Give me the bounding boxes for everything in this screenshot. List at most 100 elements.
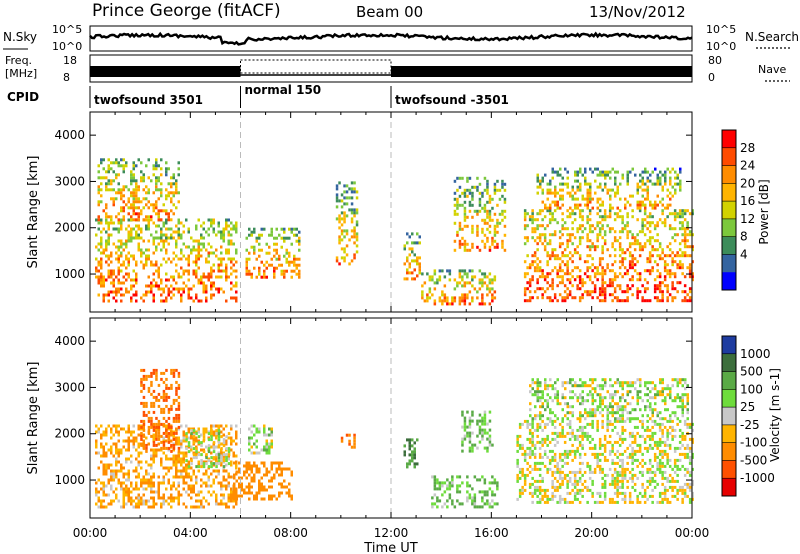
data-cell bbox=[195, 272, 198, 276]
data-cell bbox=[172, 236, 175, 240]
data-cell bbox=[601, 275, 604, 279]
data-cell bbox=[265, 442, 268, 446]
data-cell bbox=[648, 443, 652, 447]
data-cell bbox=[152, 440, 156, 444]
data-cell bbox=[142, 481, 145, 485]
data-cell bbox=[623, 449, 627, 453]
data-cell bbox=[661, 422, 664, 426]
y-tick-label: 2000 bbox=[54, 221, 85, 235]
data-cell bbox=[117, 245, 120, 249]
data-cell bbox=[571, 500, 574, 504]
data-cell bbox=[195, 493, 198, 497]
data-cell bbox=[202, 465, 206, 469]
data-cell bbox=[187, 287, 190, 291]
data-cell bbox=[285, 236, 288, 240]
data-cell bbox=[107, 466, 110, 470]
data-cell bbox=[546, 494, 549, 498]
data-cell bbox=[155, 490, 158, 494]
data-cell bbox=[165, 466, 168, 470]
data-cell bbox=[644, 170, 647, 174]
data-cell bbox=[263, 427, 266, 431]
data-cell bbox=[623, 227, 627, 231]
data-cell bbox=[130, 173, 133, 177]
data-cell bbox=[531, 260, 534, 264]
data-cell bbox=[608, 434, 612, 438]
data-cell bbox=[406, 465, 409, 469]
data-cell bbox=[468, 440, 472, 444]
data-cell bbox=[471, 224, 474, 228]
data-cell bbox=[227, 233, 230, 237]
data-cell bbox=[448, 269, 452, 273]
data-cell bbox=[603, 449, 607, 453]
data-cell bbox=[200, 233, 203, 237]
data-cell bbox=[197, 451, 200, 455]
data-cell bbox=[521, 422, 524, 426]
data-cell bbox=[691, 233, 694, 237]
data-cell bbox=[117, 478, 120, 482]
data-cell bbox=[551, 167, 554, 171]
data-cell bbox=[215, 460, 218, 464]
data-cell bbox=[408, 453, 411, 457]
data-cell bbox=[273, 272, 276, 276]
data-cell bbox=[616, 500, 619, 504]
data-cell bbox=[598, 290, 602, 294]
data-cell bbox=[578, 443, 582, 447]
data-cell bbox=[110, 167, 113, 171]
data-cell bbox=[212, 456, 216, 460]
data-cell bbox=[167, 425, 171, 429]
data-cell bbox=[603, 485, 607, 489]
data-cell bbox=[145, 260, 148, 264]
data-cell bbox=[253, 230, 256, 234]
data-cell bbox=[135, 487, 138, 491]
data-cell bbox=[576, 428, 579, 432]
data-cell bbox=[157, 224, 160, 228]
data-cell bbox=[523, 212, 527, 216]
data-cell bbox=[232, 296, 235, 300]
data-cell bbox=[536, 287, 539, 291]
data-cell bbox=[102, 275, 105, 279]
data-cell bbox=[666, 299, 669, 303]
data-cell bbox=[589, 197, 592, 201]
data-cell bbox=[145, 374, 148, 378]
data-cell bbox=[611, 299, 614, 303]
data-cell bbox=[270, 442, 273, 446]
data-cell bbox=[293, 269, 296, 273]
data-cell bbox=[100, 445, 103, 449]
data-cell bbox=[628, 443, 632, 447]
data-cell bbox=[683, 473, 687, 477]
data-cell bbox=[235, 251, 238, 255]
data-cell bbox=[533, 485, 537, 489]
data-cell bbox=[288, 482, 291, 486]
data-cell bbox=[436, 481, 439, 485]
data-cell bbox=[152, 472, 155, 476]
data-cell bbox=[661, 212, 664, 216]
data-cell bbox=[493, 278, 497, 282]
data-cell bbox=[544, 408, 547, 412]
data-cell bbox=[633, 482, 637, 486]
data-cell bbox=[207, 275, 210, 279]
data-cell bbox=[468, 269, 472, 273]
data-cell bbox=[112, 472, 115, 476]
data-cell bbox=[117, 260, 120, 264]
data-cell bbox=[343, 220, 346, 224]
data-cell bbox=[631, 263, 634, 267]
data-cell bbox=[473, 209, 477, 213]
data-cell bbox=[105, 484, 108, 488]
data-cell bbox=[150, 281, 153, 285]
data-cell bbox=[478, 478, 482, 482]
data-cell bbox=[280, 473, 283, 477]
data-cell bbox=[549, 188, 552, 192]
data-cell bbox=[165, 170, 168, 174]
data-cell bbox=[160, 457, 163, 461]
data-cell bbox=[230, 272, 233, 276]
data-cell bbox=[663, 449, 667, 453]
data-cell bbox=[172, 481, 175, 485]
data-cell bbox=[230, 227, 233, 231]
data-cell bbox=[265, 433, 268, 437]
data-cell bbox=[152, 251, 155, 255]
data-cell bbox=[102, 463, 105, 467]
data-cell bbox=[210, 465, 213, 469]
data-cell bbox=[636, 233, 639, 237]
data-cell bbox=[568, 470, 572, 474]
data-cell bbox=[608, 269, 612, 273]
